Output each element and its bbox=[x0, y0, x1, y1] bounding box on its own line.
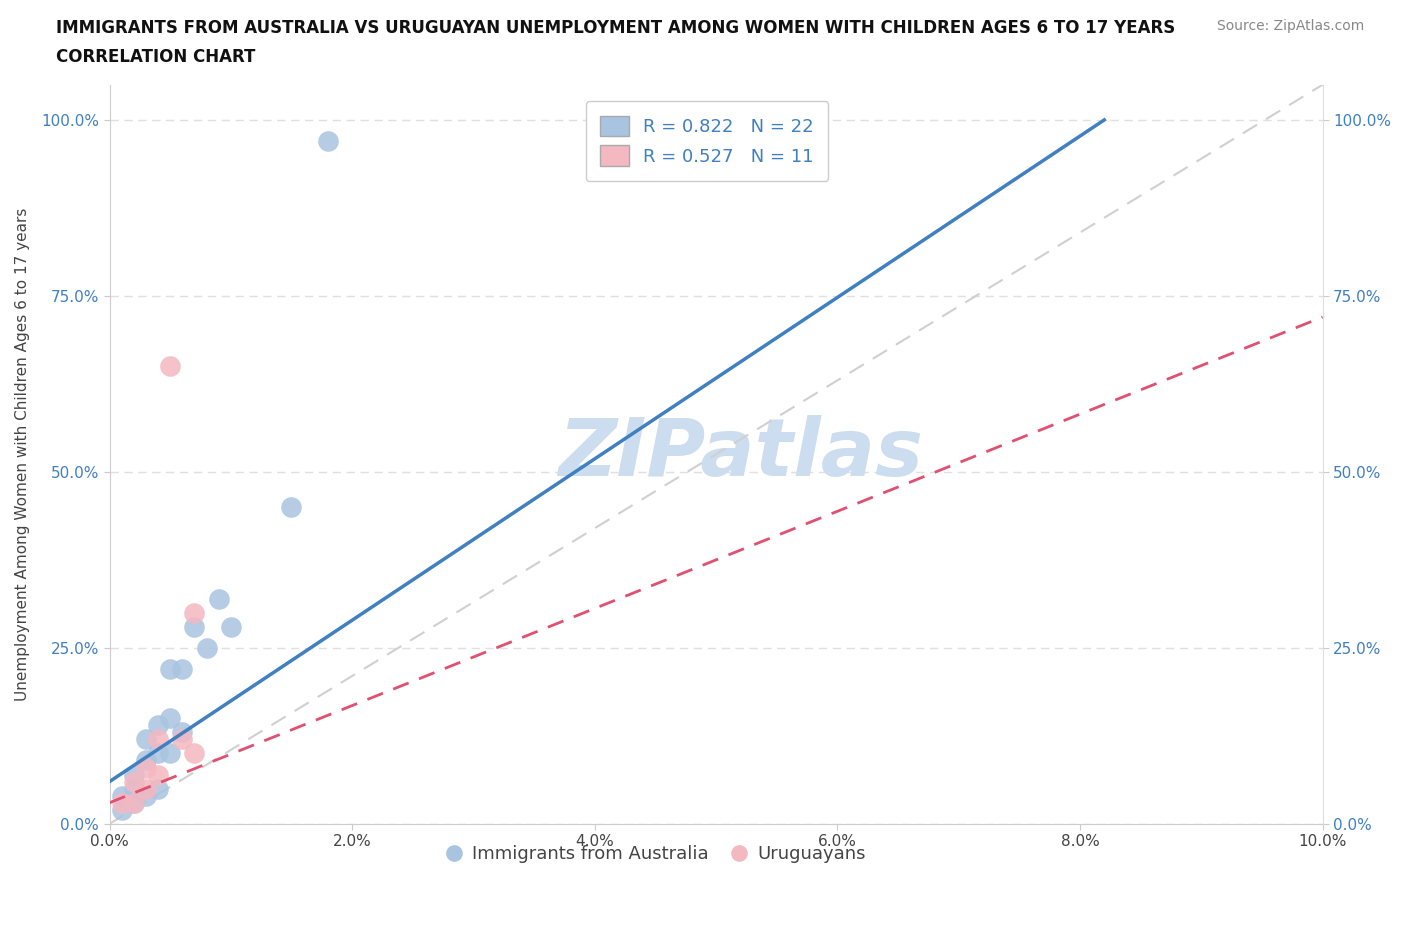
Point bbox=[183, 746, 205, 761]
Point bbox=[146, 718, 169, 733]
Y-axis label: Unemployment Among Women with Children Ages 6 to 17 years: Unemployment Among Women with Children A… bbox=[15, 207, 30, 701]
Text: ZIPatlas: ZIPatlas bbox=[558, 416, 922, 493]
Point bbox=[183, 619, 205, 634]
Text: Source: ZipAtlas.com: Source: ZipAtlas.com bbox=[1216, 19, 1364, 33]
Point bbox=[183, 605, 205, 620]
Point bbox=[111, 803, 134, 817]
Point bbox=[135, 753, 157, 768]
Point bbox=[111, 795, 134, 810]
Point bbox=[172, 661, 194, 676]
Point bbox=[146, 781, 169, 796]
Point bbox=[172, 732, 194, 747]
Point bbox=[316, 134, 339, 149]
Point bbox=[122, 795, 145, 810]
Point bbox=[280, 499, 302, 514]
Point bbox=[135, 781, 157, 796]
Point bbox=[135, 789, 157, 804]
Text: CORRELATION CHART: CORRELATION CHART bbox=[56, 48, 256, 66]
Point bbox=[135, 732, 157, 747]
Point bbox=[146, 767, 169, 782]
Point bbox=[146, 732, 169, 747]
Point bbox=[111, 789, 134, 804]
Point bbox=[159, 746, 181, 761]
Point bbox=[122, 781, 145, 796]
Point bbox=[159, 661, 181, 676]
Point bbox=[172, 724, 194, 739]
Point bbox=[208, 591, 231, 606]
Point bbox=[219, 619, 242, 634]
Point bbox=[146, 746, 169, 761]
Point bbox=[122, 795, 145, 810]
Point bbox=[122, 767, 145, 782]
Point bbox=[159, 711, 181, 725]
Point bbox=[122, 774, 145, 789]
Point bbox=[159, 359, 181, 374]
Legend: Immigrants from Australia, Uruguayans: Immigrants from Australia, Uruguayans bbox=[437, 838, 873, 870]
Text: IMMIGRANTS FROM AUSTRALIA VS URUGUAYAN UNEMPLOYMENT AMONG WOMEN WITH CHILDREN AG: IMMIGRANTS FROM AUSTRALIA VS URUGUAYAN U… bbox=[56, 19, 1175, 36]
Point bbox=[195, 641, 218, 656]
Point bbox=[135, 760, 157, 775]
